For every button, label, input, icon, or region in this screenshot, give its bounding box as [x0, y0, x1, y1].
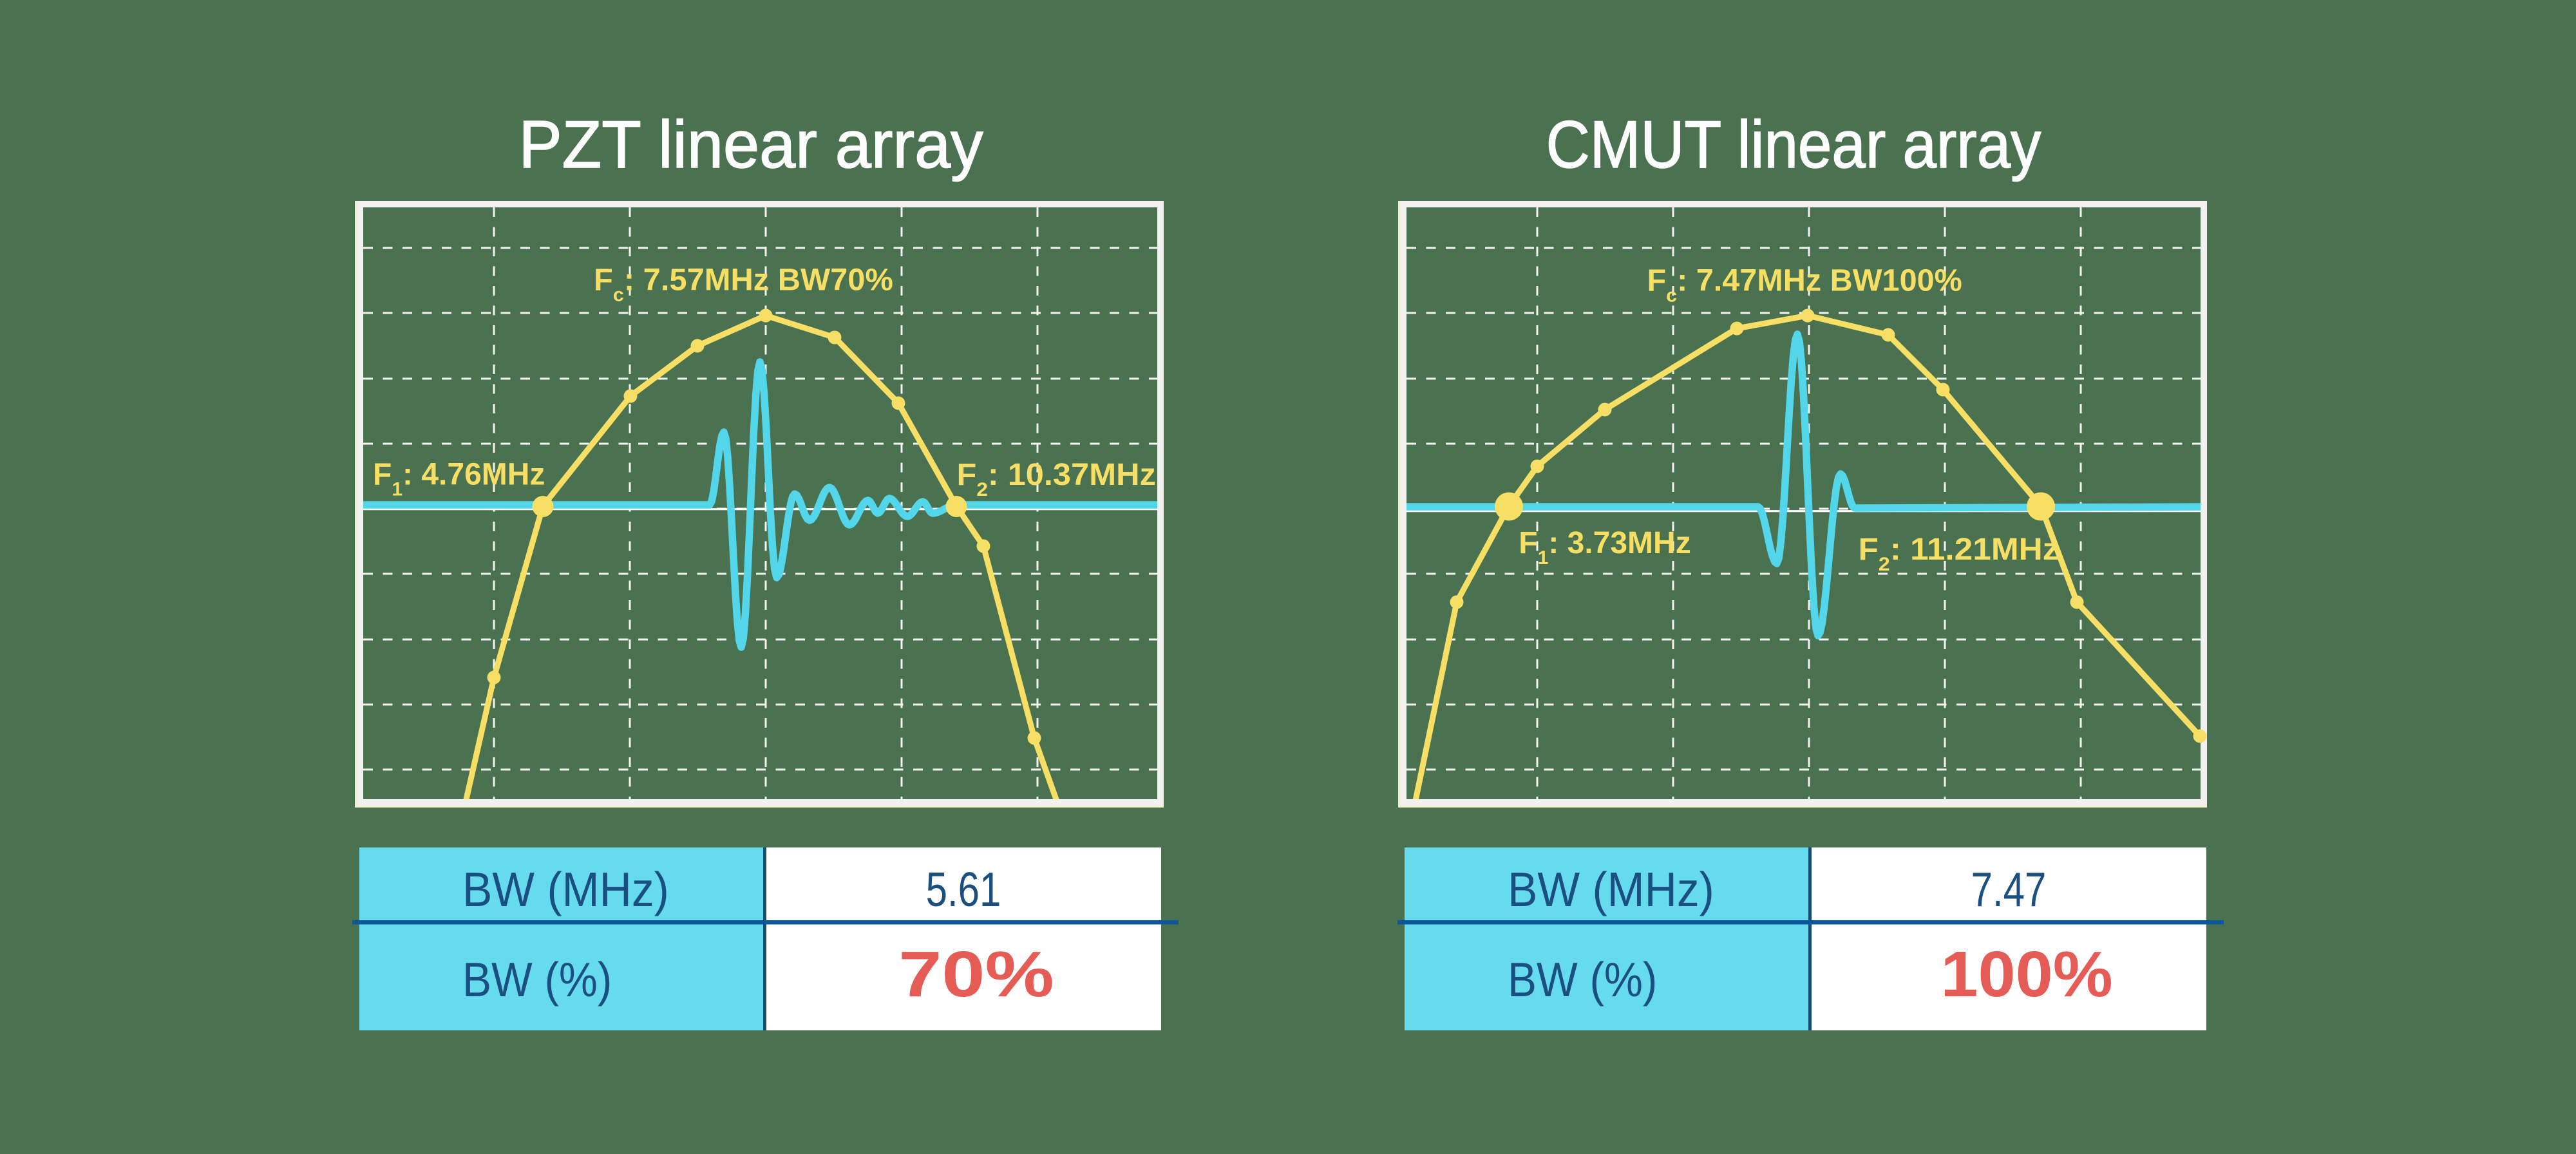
svg-text:CMUT linear array: CMUT linear array	[1546, 108, 2041, 182]
svg-text:BW (%): BW (%)	[1508, 953, 1657, 1007]
svg-text:BW (%): BW (%)	[462, 953, 612, 1007]
svg-text:100%: 100%	[1940, 938, 2112, 1010]
svg-text:BW (MHz): BW (MHz)	[462, 864, 669, 917]
svg-text:70%: 70%	[898, 939, 1054, 1010]
svg-text:7.47: 7.47	[1971, 864, 2047, 917]
svg-text:5.61: 5.61	[926, 864, 1001, 917]
svg-text:BW (MHz): BW (MHz)	[1508, 864, 1714, 917]
svg-text:PZT linear array: PZT linear array	[518, 107, 983, 182]
